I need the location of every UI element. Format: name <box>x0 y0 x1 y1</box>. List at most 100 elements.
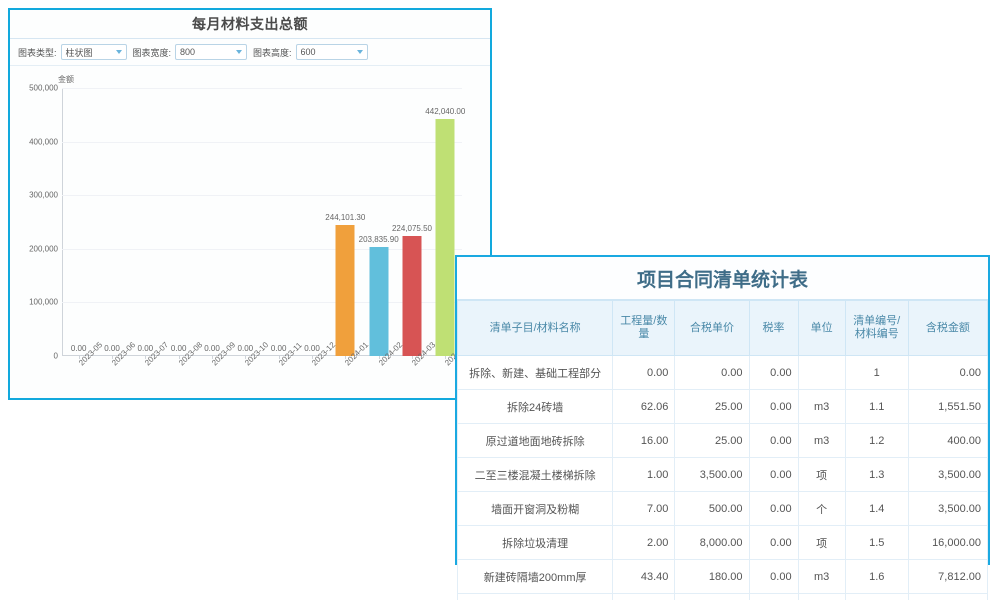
table-cell: 1.4 <box>844 491 909 526</box>
bar-slot[interactable]: 0.00 2023-06 <box>95 88 137 367</box>
bar-slot[interactable]: 224,075.50 2024-03 <box>392 88 437 367</box>
table-row[interactable]: 墙面开窗洞及粉糊 7.00 500.00 0.00 个 1.4 3,500.00 <box>456 491 989 526</box>
chart-height-select[interactable]: 600 <box>295 44 368 60</box>
x-axis-tickmark <box>145 356 147 359</box>
bar-slot[interactable]: 442,040.002024-04 <box>425 88 470 367</box>
table-column-header[interactable]: 清单子目/材料名称 <box>456 300 614 356</box>
y-axis-title: 金额 <box>58 75 74 84</box>
page-title: 每月材料支出总额 <box>192 16 308 32</box>
chart-width-select[interactable]: 800 <box>175 44 248 60</box>
table-cell: 0.00 <box>748 423 799 458</box>
bar-slot[interactable]: 0.00 2023-11 <box>262 88 303 368</box>
table-cell: 7,812.00 <box>907 559 989 594</box>
table-title-bar: 项目合同清单统计表 <box>457 257 988 300</box>
bar-slot[interactable]: 244,101.30 2024-01 <box>325 88 370 367</box>
bar-value-label: 0.00 <box>137 344 154 353</box>
chart-panel: 每月材料支出总额 图表类型: 柱状图 图表宽度: 800 图表高度: <box>8 8 492 400</box>
x-axis-line <box>62 355 462 356</box>
table-cell: 1.00 <box>612 457 676 492</box>
x-axis-tickmark <box>245 356 247 359</box>
bar[interactable] <box>335 225 355 356</box>
table-cell: 1.5 <box>844 525 909 560</box>
bar[interactable] <box>369 246 389 356</box>
table-column-header[interactable]: 单位 <box>797 300 846 356</box>
chart-type-select[interactable]: 柱状图 <box>60 44 127 60</box>
y-axis-tick-label: 300,000 <box>29 190 58 200</box>
table-row[interactable]: 拆除24砖墙 62.06 25.00 0.00 m3 1.1 1,551.50 <box>456 389 989 424</box>
bar-value-label: 203,835.90 <box>358 234 399 244</box>
table-column-header[interactable]: 工程量/数量 <box>612 300 676 356</box>
gridline <box>62 248 462 250</box>
table-row[interactable]: 拆除、新建、基础工程部分 0.00 0.00 0.00 1 0.00 <box>456 355 989 390</box>
bar-slot[interactable]: 0.00 2023-08 <box>162 88 204 367</box>
chart-width-value: 800 <box>180 47 196 57</box>
x-axis-tickmark <box>445 356 447 359</box>
table-cell: 25.00 <box>674 389 750 424</box>
x-axis-tickmark <box>378 356 380 359</box>
table-row[interactable]: 卫生间、储藏室新建砖隔...74.20160.000.00m31.711,872… <box>456 593 989 600</box>
table-cell: 原过道地面地砖拆除 <box>456 423 614 458</box>
table-cell: 0.00 <box>674 355 750 390</box>
table-header-row: 清单子目/材料名称 工程量/数量 合税单价 税率 单位 清单编号/材料编号 含税金额 <box>456 300 989 356</box>
bar-slot[interactable]: 0.00 2023-05 <box>62 88 104 367</box>
bar-slot[interactable]: 0.00 2023-09 <box>195 88 237 367</box>
table-row[interactable]: 二至三楼混凝土楼梯拆除 1.00 3,500.00 0.00 项 1.3 3,500.00 <box>456 457 989 492</box>
table-cell: 1.6 <box>844 559 909 594</box>
table-cell: 62.06 <box>612 389 676 424</box>
table-cell: 1.7 <box>844 593 909 600</box>
chevron-down-icon <box>115 50 122 54</box>
x-axis-tickmark <box>411 356 413 359</box>
table-cell: 0.00 <box>907 355 989 390</box>
table-row[interactable]: 新建砖隔墙200mm厚 43.40 180.00 0.00 m3 1.6 7,812.00 <box>456 559 989 594</box>
table-title: 项目合同清单统计表 <box>636 269 808 291</box>
bar-slot[interactable]: 0.00 2023-12 <box>295 88 337 367</box>
table-cell: 0.00 <box>748 593 799 600</box>
y-axis-line <box>62 88 63 356</box>
table-cell: 项 <box>797 457 846 492</box>
chart-height-label: 图表高度: <box>253 47 292 58</box>
bar-slot[interactable]: 0.00 2023-10 <box>229 88 271 367</box>
table-cell: 2.00 <box>612 525 676 560</box>
table-cell: 1.2 <box>844 423 909 458</box>
gridline <box>62 88 462 89</box>
chart-title-bar: 每月材料支出总额 <box>10 10 490 39</box>
table-header: 清单子目/材料名称 工程量/数量 合税单价 税率 单位 清单编号/材料编号 含税金额 <box>456 300 989 356</box>
table-cell: 16.00 <box>612 423 676 458</box>
contract-list-table: 清单子目/材料名称 工程量/数量 合税单价 税率 单位 清单编号/材料编号 含税金额 拆除、… <box>456 300 989 600</box>
bar-slot[interactable]: 203,835.90 2024-02 <box>359 88 404 368</box>
table-cell: m3 <box>797 559 846 594</box>
bar[interactable] <box>435 119 455 356</box>
x-axis-tickmark <box>311 356 313 359</box>
table-column-header[interactable]: 含税金额 <box>907 300 989 356</box>
table-column-header[interactable]: 合税单价 <box>674 300 750 356</box>
table-cell: 墙面开窗洞及粉糊 <box>456 491 614 526</box>
table-row[interactable]: 拆除垃圾清理 2.00 8,000.00 0.00 项 1.5 16,000.00 <box>456 525 989 560</box>
table-cell: 新建砖隔墙200mm厚 <box>456 559 614 594</box>
bar-slot[interactable]: 0.00 2023-07 <box>129 88 171 367</box>
x-axis-tickmark <box>78 356 80 359</box>
table-cell: 卫生间、储藏室新建砖隔... <box>456 593 614 600</box>
chart-type-control: 图表类型: 柱状图 <box>18 44 127 60</box>
chart-plot-wrap: 金额 0 100,000 200,000 300,000 400,000 500,000 0… <box>10 66 490 400</box>
table-cell: 0.00 <box>748 491 799 526</box>
bar-value-label: 0.00 <box>304 344 320 353</box>
table-cell: 1.3 <box>844 457 909 492</box>
chart-plot-area: 0 100,000 200,000 300,000 400,000 500,000 0.00… <box>29 84 470 368</box>
table-cell: 0.00 <box>748 525 799 560</box>
table-cell: 500.00 <box>674 491 750 526</box>
x-axis-tickmark <box>211 356 213 359</box>
bar-value-label: 0.00 <box>237 344 254 353</box>
y-axis-tick-label: 500,000 <box>29 83 58 93</box>
bar[interactable] <box>402 235 422 356</box>
table-cell: m3 <box>797 423 846 458</box>
table-cell: 7.00 <box>612 491 676 526</box>
table-row[interactable]: 原过道地面地砖拆除 16.00 25.00 0.00 m3 1.2 400.00 <box>456 423 989 458</box>
table-cell: 0.00 <box>748 457 799 492</box>
table-column-header[interactable]: 清单编号/材料编号 <box>844 300 909 356</box>
table-cell: 180.00 <box>674 559 750 594</box>
chevron-down-icon <box>236 50 243 54</box>
table-cell: 二至三楼混凝土楼梯拆除 <box>456 457 614 492</box>
table-cell: 拆除24砖墙 <box>456 389 614 424</box>
table-column-header[interactable]: 税率 <box>748 300 799 356</box>
table-cell: 11,872.00 <box>907 593 989 600</box>
